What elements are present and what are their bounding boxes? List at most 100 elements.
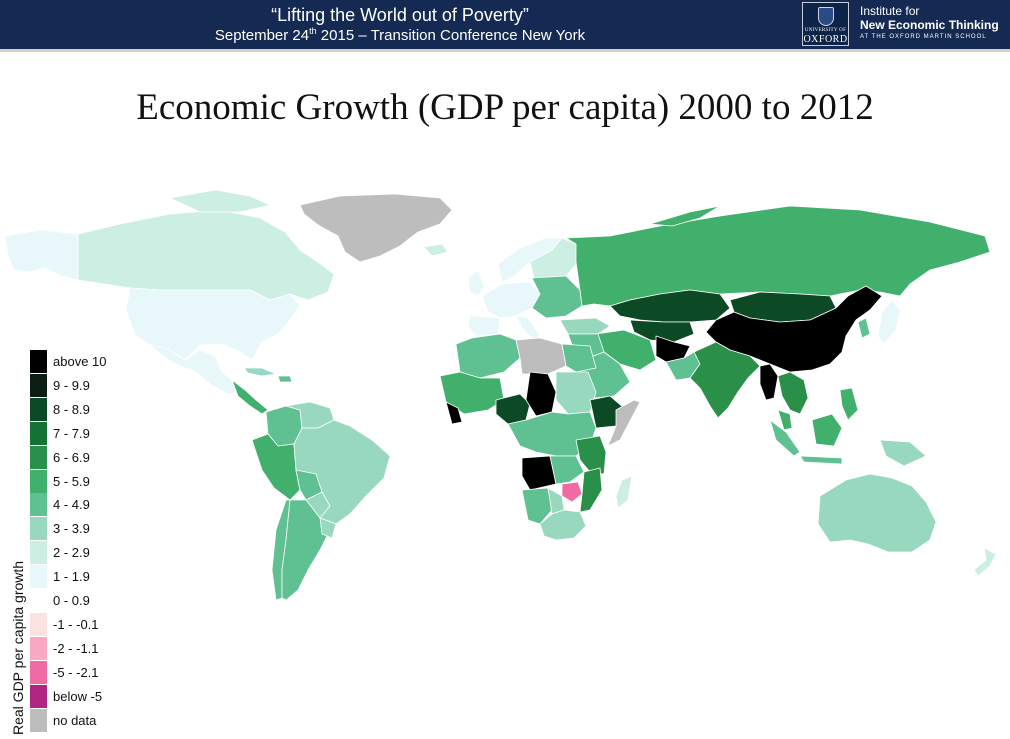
legend-item: 7 - 7.9 — [30, 421, 160, 445]
talk-subtitle: September 24th 2015 – Transition Confere… — [150, 26, 650, 45]
map-somalia — [607, 399, 641, 447]
map-borneo — [811, 413, 843, 447]
legend-label: 5 - 5.9 — [53, 473, 90, 489]
legend-item: -2 - -1.1 — [30, 636, 160, 660]
inet-line-3: AT THE OXFORD MARTIN SCHOOL — [860, 34, 987, 40]
map-mozambique — [579, 467, 603, 513]
legend-swatch — [30, 565, 47, 589]
map-greenland — [299, 193, 453, 263]
map-cuba — [243, 367, 277, 377]
oxford-shield-icon — [818, 7, 834, 26]
map-spain — [467, 315, 501, 337]
legend-item: 8 - 8.9 — [30, 397, 160, 421]
map-iceland — [423, 243, 449, 257]
map-india — [689, 341, 761, 419]
map-uruguay — [319, 517, 337, 539]
map-central-america — [231, 379, 269, 415]
legend-label: no data — [53, 712, 97, 728]
legend-label: 2 - 2.9 — [53, 545, 90, 561]
map-libya-algeria — [515, 337, 567, 375]
header-divider — [0, 49, 1010, 52]
talk-date-suffix: th — [309, 26, 317, 36]
legend-label: 3 - 3.9 — [53, 521, 90, 537]
map-east-africa — [575, 435, 607, 475]
map-sudan — [555, 371, 597, 415]
legend-label: 4 - 4.9 — [53, 497, 90, 513]
map-indonesia-sumatra — [769, 419, 801, 457]
map-angola — [521, 455, 557, 491]
legend-swatch — [30, 589, 47, 612]
legend-label: 7 - 7.9 — [53, 425, 90, 441]
map-canada — [77, 209, 335, 301]
legend-label: -5 - -2.1 — [53, 664, 99, 680]
inet-line-2: New Economic Thinking — [860, 18, 999, 32]
map-new-guinea — [879, 439, 927, 467]
map-namibia — [521, 487, 553, 525]
map-indochina — [777, 371, 809, 415]
legend-swatch — [30, 517, 47, 541]
legend-swatch — [30, 708, 47, 732]
legend-item: above 10 — [30, 350, 160, 373]
map-central-asia — [629, 319, 695, 343]
map-myanmar — [759, 363, 779, 401]
map-philippines — [839, 387, 859, 421]
legend-item: no data — [30, 708, 160, 732]
map-russia-north — [649, 205, 721, 227]
legend-item: -1 - -0.1 — [30, 612, 160, 636]
oxford-logo-text: OXFORD — [803, 34, 848, 45]
legend-swatch — [30, 541, 47, 565]
map-west-coast — [445, 401, 463, 425]
map-chad — [525, 371, 557, 417]
map-hispaniola — [277, 375, 293, 383]
map-alaska — [4, 229, 79, 281]
legend-item: 5 - 5.9 — [30, 469, 160, 493]
legend-axis-label: Real GDP per capita growth — [10, 560, 26, 735]
legend-label: 6 - 6.9 — [53, 449, 90, 465]
legend-swatch — [30, 684, 47, 708]
legend-label: 8 - 8.9 — [53, 401, 90, 417]
map-australia — [817, 473, 937, 553]
map-west-europe — [481, 281, 541, 319]
map-canada-islands — [169, 189, 271, 213]
legend-swatch — [30, 445, 47, 469]
legend-swatch — [30, 421, 47, 445]
legend-swatch — [30, 373, 47, 397]
map-north-africa-west — [455, 333, 521, 379]
legend-swatch — [30, 636, 47, 660]
legend-item: 9 - 9.9 — [30, 373, 160, 397]
map-nigeria — [495, 393, 531, 425]
legend-swatch — [30, 493, 47, 517]
map-legend: above 10 9 - 9.9 8 - 8.9 7 - 7.9 6 - 6.9 5 - … — [30, 350, 160, 735]
legend-swatch — [30, 660, 47, 684]
legend-item: 1 - 1.9 — [30, 565, 160, 589]
map-south-africa — [539, 509, 587, 541]
oxford-logo-small-text: UNIVERSITY OF — [804, 28, 847, 33]
map-korea — [857, 317, 871, 339]
inet-line-1: Institute for — [860, 4, 920, 18]
map-japan — [877, 299, 901, 345]
talk-event: 2015 – Transition Conference New York — [316, 27, 586, 44]
map-kazakhstan — [609, 289, 731, 323]
map-new-zealand — [973, 547, 997, 577]
map-egypt — [561, 343, 597, 373]
oxford-logo: UNIVERSITY OF OXFORD — [802, 2, 849, 46]
legend-swatch — [30, 612, 47, 636]
legend-label: 9 - 9.9 — [53, 377, 90, 393]
legend-item: 0 - 0.9 — [30, 589, 160, 612]
legend-swatch — [30, 397, 47, 421]
slide-title: Economic Growth (GDP per capita) 2000 to… — [136, 87, 874, 128]
map-russia — [565, 205, 991, 307]
map-argentina — [281, 499, 331, 601]
map-malaysia — [777, 409, 793, 431]
legend-item: 3 - 3.9 — [30, 517, 160, 541]
legend-label: 1 - 1.9 — [53, 569, 90, 585]
map-uk — [467, 269, 485, 297]
map-east-europe — [531, 275, 583, 319]
map-madagascar — [615, 475, 633, 509]
talk-title: “Lifting the World out of Poverty” — [271, 5, 529, 25]
legend-swatch — [30, 469, 47, 493]
legend-item: below -5 — [30, 684, 160, 708]
map-mexico — [149, 344, 241, 395]
map-zimbabwe — [561, 481, 583, 503]
legend-item: 2 - 2.9 — [30, 541, 160, 565]
